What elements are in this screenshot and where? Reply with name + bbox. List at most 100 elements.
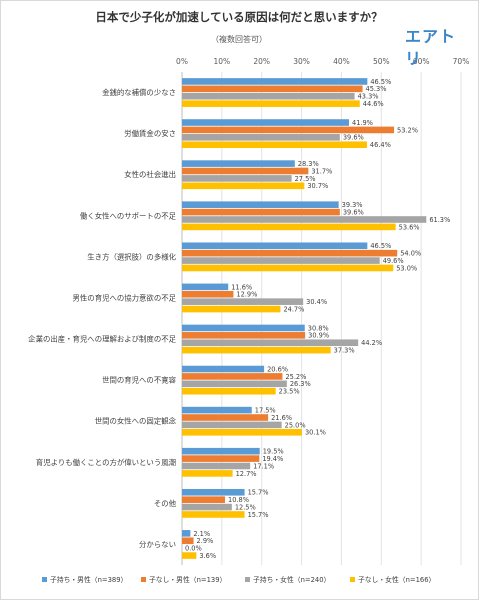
data-label: 27.5%: [295, 175, 316, 183]
legend-label: 子なし・女性（n=166）: [358, 575, 435, 584]
data-label: 23.5%: [279, 388, 300, 396]
data-label: 3.6%: [199, 552, 216, 560]
data-label: 19.5%: [263, 448, 284, 456]
bar: [182, 298, 304, 305]
data-label: 21.6%: [271, 414, 292, 422]
data-label: 39.3%: [342, 201, 363, 209]
x-tick-label: 70%: [453, 57, 470, 66]
data-label: 2.9%: [197, 537, 214, 545]
bar: [182, 488, 245, 496]
data-label: 25.2%: [285, 373, 306, 381]
x-axis-ticks: 0% 10% 20% 30% 40% 50% 60% 70%: [176, 57, 469, 66]
data-label: 30.8%: [308, 324, 329, 332]
bar: [182, 119, 350, 126]
legend-swatch: [141, 577, 146, 582]
bar: [182, 305, 281, 313]
x-tick-label: 40%: [333, 57, 350, 66]
bar: [182, 264, 394, 272]
category-label: 労働賃金の安さ: [124, 129, 176, 138]
legend-swatch: [245, 577, 250, 582]
data-label: 53.0%: [396, 264, 417, 272]
x-tick-label: 60%: [413, 57, 430, 66]
data-label: 30.7%: [307, 182, 328, 190]
x-tick-label: 30%: [293, 57, 310, 66]
category-label: その他: [154, 499, 177, 508]
data-label: 54.0%: [400, 250, 421, 258]
bar: [182, 141, 367, 149]
bar: [182, 406, 252, 414]
bar: [182, 332, 306, 339]
data-labels: 46.5%45.3%43.3%44.6%41.9%53.2%39.6%46.4%…: [185, 78, 450, 560]
data-label: 15.7%: [248, 511, 269, 519]
data-label: 61.3%: [429, 216, 450, 224]
data-label: 46.5%: [370, 242, 391, 250]
bar: [182, 126, 395, 134]
data-label: 17.5%: [255, 407, 276, 415]
bar: [182, 346, 331, 354]
bar: [182, 175, 292, 182]
bar: [182, 511, 245, 518]
bar: [182, 339, 359, 347]
bar: [182, 182, 305, 190]
data-label: 44.6%: [363, 100, 384, 108]
data-label: 15.7%: [248, 489, 269, 497]
bar: [182, 201, 339, 208]
bar: [182, 283, 229, 291]
x-tick-label: 20%: [253, 57, 270, 66]
data-label: 46.5%: [370, 78, 391, 86]
data-label: 17.1%: [253, 462, 274, 470]
data-label: 41.9%: [352, 119, 373, 127]
data-label: 49.6%: [383, 257, 404, 265]
data-label: 19.4%: [262, 455, 283, 463]
category-label: 金銭的な補償の少なさ: [102, 88, 176, 97]
category-label: 女性の社会進出: [124, 170, 176, 179]
x-tick-label: 10%: [214, 57, 231, 66]
bar: [182, 100, 360, 107]
data-label: 12.7%: [236, 470, 257, 478]
data-label: 53.2%: [397, 126, 418, 134]
x-tick-label: 0%: [176, 57, 188, 66]
data-label: 39.6%: [343, 208, 364, 216]
bar: [182, 290, 234, 298]
bar: [182, 496, 226, 503]
bar: [182, 380, 287, 388]
data-label: 20.6%: [267, 365, 288, 373]
legend-swatch: [42, 577, 47, 582]
data-label: 31.7%: [311, 167, 332, 175]
bar: [182, 92, 355, 100]
data-label: 46.4%: [370, 141, 391, 149]
data-label: 11.6%: [231, 283, 252, 291]
bar: [182, 167, 309, 175]
legend-swatch: [350, 577, 355, 582]
data-label: 37.3%: [334, 347, 355, 355]
data-label: 53.6%: [399, 223, 420, 231]
data-label: 30.4%: [306, 298, 327, 306]
data-label: 26.3%: [290, 380, 311, 388]
bar: [182, 257, 380, 264]
grid: [181, 72, 462, 565]
bar: [182, 462, 251, 470]
x-tick-label: 50%: [373, 57, 390, 66]
data-label: 28.3%: [298, 160, 319, 168]
bar: [182, 537, 194, 545]
data-label: 45.3%: [366, 85, 387, 93]
y-axis-categories: 金銭的な補償の少なさ労働賃金の安さ女性の社会進出働く女性へのサポートの不足生き方…: [28, 88, 176, 549]
data-label: 30.1%: [305, 429, 326, 437]
bar: [182, 470, 233, 477]
bar: [182, 530, 191, 537]
bar: [182, 242, 368, 250]
data-label: 25.0%: [285, 421, 306, 429]
bar: [182, 249, 398, 257]
category-label: 企業の出産・育児への理解および制度の不足: [28, 335, 176, 344]
category-label: 育児よりも働くことの方が偉いという風潮: [36, 458, 176, 467]
bar: [182, 447, 260, 455]
bar: [182, 78, 368, 85]
data-label: 44.2%: [361, 339, 382, 347]
category-label: 生き方（選択肢）の多様化: [87, 252, 176, 261]
legend-label: 子持ち・男性（n=389）: [50, 575, 127, 584]
bars: [182, 78, 427, 559]
bar: [182, 387, 276, 395]
data-label: 0.0%: [185, 545, 202, 553]
